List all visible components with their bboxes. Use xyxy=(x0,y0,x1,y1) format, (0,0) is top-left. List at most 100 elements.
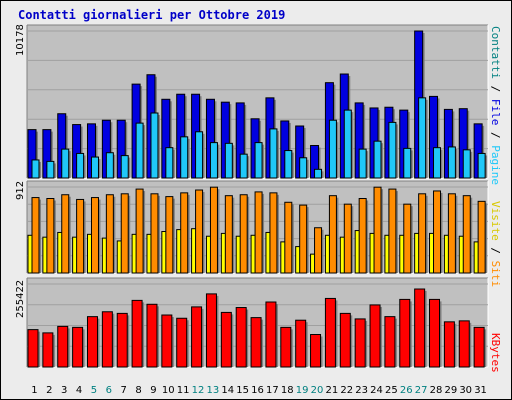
bar-siti-5 xyxy=(90,197,99,274)
bar-files-27 xyxy=(418,97,427,179)
bar-siti-7 xyxy=(120,193,129,274)
bar-kbytes-23 xyxy=(354,318,366,368)
x-tick-label-14: 14 xyxy=(221,385,234,396)
bar-siti-16 xyxy=(254,191,263,274)
legend-sep-1: / xyxy=(489,78,502,99)
bar-files-26 xyxy=(403,147,412,179)
bar-kbytes-25 xyxy=(384,316,396,368)
bar-kbytes-3 xyxy=(57,325,69,368)
chart-title: Contatti giornalieri per Ottobre 2019 xyxy=(18,8,286,22)
bar-siti-19 xyxy=(299,204,308,274)
bar-files-12 xyxy=(195,131,204,179)
bar-files-4 xyxy=(76,152,85,179)
bar-kbytes-21 xyxy=(324,297,336,368)
bar-kbytes-15 xyxy=(235,307,247,368)
x-tick-label-24: 24 xyxy=(370,385,383,396)
bar-files-1 xyxy=(31,159,40,179)
x-tick-label-9: 9 xyxy=(150,385,156,396)
bar-siti-27 xyxy=(418,193,427,274)
bar-files-18 xyxy=(284,150,293,179)
bar-files-6 xyxy=(105,152,114,179)
x-tick-label-17: 17 xyxy=(266,385,279,396)
bar-files-16 xyxy=(254,142,263,179)
bar-files-5 xyxy=(90,156,99,179)
bar-kbytes-18 xyxy=(280,326,292,368)
top-max-label: 10178 xyxy=(15,24,26,56)
bar-files-25 xyxy=(388,121,397,179)
bar-siti-4 xyxy=(76,198,85,274)
legend-contatti: Contatti xyxy=(489,26,502,79)
bar-kbytes-27 xyxy=(414,288,426,368)
x-tick-label-4: 4 xyxy=(76,385,82,396)
bar-kbytes-19 xyxy=(295,319,307,368)
bar-files-14 xyxy=(224,142,233,179)
x-tick-label-8: 8 xyxy=(135,385,141,396)
bar-files-15 xyxy=(239,153,248,179)
bar-siti-18 xyxy=(284,201,293,274)
bar-kbytes-5 xyxy=(86,316,98,368)
bar-files-21 xyxy=(328,119,337,179)
x-tick-label-10: 10 xyxy=(162,385,175,396)
bar-siti-28 xyxy=(433,190,442,274)
x-tick-label-28: 28 xyxy=(430,385,443,396)
bar-siti-24 xyxy=(373,186,382,274)
bar-kbytes-16 xyxy=(250,317,262,368)
legend-sep-3: / xyxy=(489,240,502,261)
legend-siti: Siti xyxy=(489,260,502,288)
bar-files-7 xyxy=(120,155,129,179)
x-tick-label-1: 1 xyxy=(31,385,37,396)
bar-files-22 xyxy=(343,109,352,179)
x-tick-label-3: 3 xyxy=(61,385,67,396)
x-tick-label-30: 30 xyxy=(459,385,472,396)
x-tick-label-23: 23 xyxy=(355,385,368,396)
bar-siti-14 xyxy=(224,195,233,274)
bar-siti-20 xyxy=(314,227,323,274)
bar-files-24 xyxy=(373,140,382,179)
x-tick-label-25: 25 xyxy=(385,385,398,396)
x-tick-label-29: 29 xyxy=(444,385,457,396)
bar-siti-26 xyxy=(403,203,412,274)
bar-siti-31 xyxy=(477,200,486,274)
bottom-max-label: 255422 xyxy=(15,279,26,318)
bar-files-13 xyxy=(209,142,218,179)
bar-files-9 xyxy=(150,112,159,179)
x-tick-label-20: 20 xyxy=(311,385,324,396)
bar-siti-1 xyxy=(31,197,40,274)
x-tick-label-15: 15 xyxy=(236,385,249,396)
bar-files-23 xyxy=(358,148,367,179)
bar-siti-15 xyxy=(239,194,248,274)
x-tick-label-13: 13 xyxy=(207,385,220,396)
bar-kbytes-7 xyxy=(116,312,128,368)
bar-files-17 xyxy=(269,128,278,179)
legend-top: Contatti / File / Pagine xyxy=(489,26,502,185)
x-tick-label-16: 16 xyxy=(251,385,264,396)
x-tick-label-7: 7 xyxy=(120,385,126,396)
bar-siti-12 xyxy=(195,189,204,274)
bar-siti-9 xyxy=(150,193,159,274)
bar-kbytes-4 xyxy=(72,326,84,368)
bar-siti-30 xyxy=(462,195,471,274)
middle-max-label: 912 xyxy=(15,180,26,200)
bar-kbytes-9 xyxy=(146,303,158,368)
bar-kbytes-31 xyxy=(473,326,485,368)
x-tick-label-19: 19 xyxy=(296,385,309,396)
bar-siti-25 xyxy=(388,188,397,274)
x-tick-label-5: 5 xyxy=(91,385,97,396)
bar-files-2 xyxy=(46,160,55,179)
bar-files-8 xyxy=(135,122,144,179)
x-tick-label-21: 21 xyxy=(325,385,338,396)
bar-kbytes-29 xyxy=(443,321,455,368)
bar-siti-8 xyxy=(135,188,144,274)
bar-kbytes-28 xyxy=(429,298,441,368)
bar-files-31 xyxy=(477,152,486,179)
x-tick-label-6: 6 xyxy=(106,385,112,396)
bar-siti-17 xyxy=(269,192,278,274)
x-tick-label-11: 11 xyxy=(177,385,190,396)
x-tick-label-18: 18 xyxy=(281,385,294,396)
bar-siti-6 xyxy=(105,194,114,274)
bar-siti-29 xyxy=(447,193,456,274)
bar-kbytes-22 xyxy=(339,312,351,368)
bar-kbytes-17 xyxy=(265,301,277,368)
bar-kbytes-8 xyxy=(131,299,143,368)
